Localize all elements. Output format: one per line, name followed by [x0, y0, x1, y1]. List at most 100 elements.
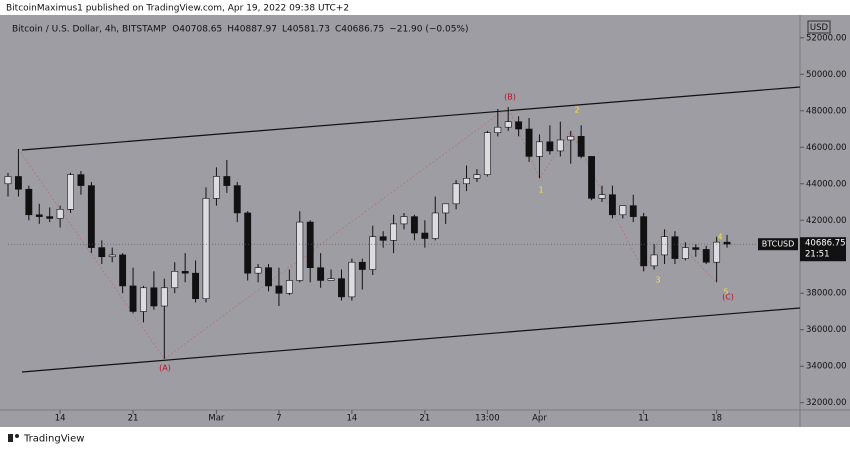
footer: TradingView: [23, 434, 84, 445]
candle-body: [390, 223, 398, 241]
candle-body: [369, 236, 377, 270]
candle-body: [431, 212, 439, 239]
candle-body: [452, 183, 460, 205]
candle-body: [87, 185, 95, 248]
wave-label: (B): [504, 93, 516, 102]
candle-body: [98, 247, 106, 258]
candle-body: [619, 205, 627, 216]
candle-body: [536, 141, 543, 157]
candle-body: [598, 194, 606, 199]
candle-body: [285, 280, 293, 294]
candle-body: [4, 176, 12, 185]
candle-body: [473, 174, 481, 179]
candle-body: [202, 198, 210, 300]
candle-body: [67, 174, 74, 210]
candle-body: [77, 174, 85, 186]
logo-mark: [8, 434, 13, 442]
y-tick-label: 44000.00: [806, 179, 847, 189]
legend-value: C40686.75: [335, 25, 384, 35]
channel-line: [21, 307, 801, 373]
wave-label: 4: [717, 233, 722, 242]
y-tick-label: 32000.00: [806, 398, 847, 408]
symbol-label: Bitcoin / U.S. Dollar, 4h, BITSTAMP: [12, 25, 167, 35]
candle-body: [713, 241, 721, 263]
candle-body: [160, 287, 168, 307]
candle-body: [56, 209, 64, 219]
candle-body: [358, 261, 366, 270]
candle-body: [348, 261, 356, 298]
wave-label: 3: [655, 276, 660, 285]
candle-body: [317, 267, 325, 281]
x-tick-label: Apr: [532, 414, 547, 424]
x-tick-label: 14: [55, 414, 66, 424]
candle-body: [629, 205, 637, 217]
candle-body: [681, 247, 689, 259]
x-tick-label: Mar: [208, 414, 225, 424]
candle-body: [192, 272, 200, 300]
countdown: 21:51: [805, 250, 830, 260]
candle-body: [692, 247, 700, 250]
x-tick-label: 13:00: [475, 414, 500, 424]
wave-label: 2: [574, 106, 579, 115]
x-tick-label: 21: [128, 414, 139, 424]
candle-body: [723, 241, 731, 245]
header-bg: [0, 0, 850, 15]
wave-label: 5: [723, 288, 728, 297]
candle-body: [577, 136, 585, 157]
wave-label: (A): [159, 364, 171, 373]
candle-body: [661, 236, 668, 256]
y-tick-label: 34000.00: [806, 362, 847, 372]
candle-body: [140, 287, 147, 312]
candle-body: [640, 216, 648, 267]
legend-value: −21.90 (−0.05%): [389, 25, 468, 35]
y-tick-label: 50000.00: [806, 70, 847, 80]
candle-body: [306, 221, 314, 268]
candle-body: [567, 136, 575, 141]
wave-label: (C): [722, 293, 734, 302]
candle-body: [265, 267, 272, 287]
legend-value: H40887.97: [227, 25, 277, 35]
x-tick-label: 7: [276, 414, 281, 424]
x-tick-label: 21: [419, 414, 430, 424]
candle-body: [223, 176, 231, 186]
candle-body: [608, 194, 616, 216]
candle-body: [556, 139, 564, 152]
wave-label: 1: [538, 186, 543, 195]
candle-body: [296, 221, 304, 281]
candle-body: [442, 203, 450, 214]
y-tick-label: 46000.00: [806, 143, 847, 153]
candle-body: [483, 132, 491, 175]
candle-body: [129, 285, 137, 312]
candle-body: [46, 216, 54, 219]
candle-body: [504, 121, 512, 128]
candle-body: [233, 185, 241, 214]
candle-body: [702, 249, 710, 263]
footer-bg: [0, 427, 850, 450]
candle-body: [650, 254, 658, 267]
candle-body: [588, 156, 596, 199]
candle-body: [327, 278, 335, 281]
candle-body: [546, 141, 554, 152]
header: BitcoinMaximus1 published on TradingView…: [6, 4, 349, 14]
candle-body: [671, 236, 679, 259]
legend-value: L40581.73: [282, 25, 330, 35]
channel-line: [21, 86, 801, 151]
x-tick-label: 11: [638, 414, 649, 424]
candle-body: [181, 271, 189, 274]
candle-body: [254, 267, 262, 274]
candle-body: [338, 278, 345, 298]
currency-box: [807, 20, 831, 34]
x-tick-label: 14: [346, 414, 357, 424]
candle-body: [494, 126, 502, 133]
y-tick-label: 42000.00: [806, 216, 847, 226]
x-tick-label: 18: [711, 414, 722, 424]
candle-body: [25, 188, 33, 216]
candle-body: [14, 176, 22, 190]
ticker: BTCUSD: [762, 240, 795, 249]
logo-mark: [15, 434, 19, 438]
y-tick-label: 52000.00: [806, 33, 847, 43]
candle-body: [421, 232, 429, 239]
candle-body: [119, 254, 127, 287]
